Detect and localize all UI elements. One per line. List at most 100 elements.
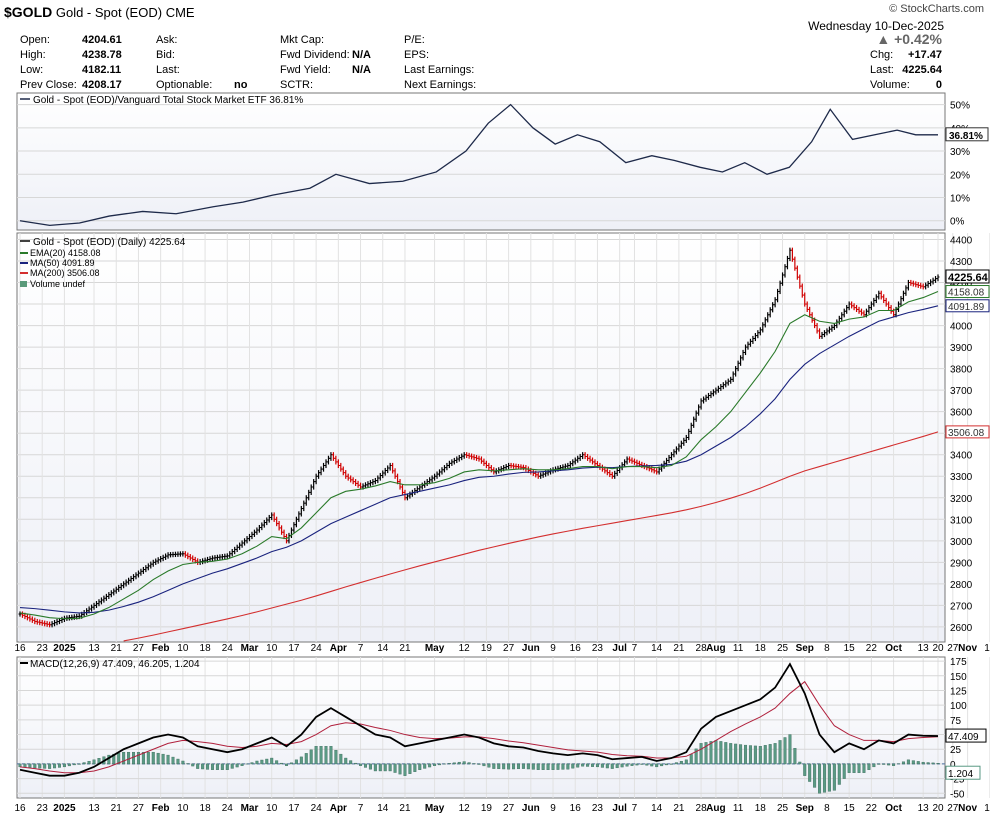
macd-histogram-bar [378, 763, 382, 772]
ratio-tick-label: 50% [950, 101, 970, 112]
close-label: Last: [870, 64, 894, 76]
macd-histogram-bar [892, 763, 896, 766]
macd-histogram-bar [689, 754, 693, 765]
price-tick-label: 2800 [950, 580, 973, 591]
open-label: Open: [20, 34, 50, 46]
macd-histogram-bar [758, 746, 762, 765]
date-tick-label: Feb [152, 643, 170, 654]
price-tick-label: 2900 [950, 558, 973, 569]
macd-histogram-bar [610, 763, 614, 769]
date-tick-label: 24 [222, 643, 234, 654]
date-tick-label: 12 [459, 643, 471, 654]
prev-close-value: 4208.17 [82, 79, 122, 91]
fwd-dividend-label: Fwd Dividend: [280, 49, 350, 61]
volume-legend: Volume undef [30, 279, 86, 289]
macd-histogram-bar [57, 763, 61, 768]
macd-histogram-bar [324, 746, 328, 765]
macd-histogram-bar [714, 740, 718, 765]
date-tick-label: 24 [311, 803, 323, 814]
macd-histogram-bar [373, 763, 377, 772]
high-value: 4238.78 [82, 49, 122, 61]
ma20-legend: EMA(20) 4158.08 [30, 248, 101, 258]
macd-histogram-bar [719, 741, 723, 765]
macd-histogram-bar [299, 756, 303, 765]
date-tick-label: 9 [550, 803, 556, 814]
date-tick-label: 25 [777, 803, 789, 814]
date-tick-label: 16 [570, 643, 582, 654]
stockcharts-logo[interactable]: © StockCharts.com [889, 3, 984, 15]
date-tick-label: 14 [651, 643, 663, 654]
ratio-last-label: 36.81% [949, 131, 983, 142]
macd-histogram-bar [146, 751, 150, 765]
ema20-line [19, 291, 939, 620]
macd-histogram-bar [882, 763, 886, 765]
date-tick-label: 27 [947, 643, 959, 654]
macd-histogram-bar [354, 762, 358, 765]
date-tick-label: 7 [358, 643, 364, 654]
date-tick-label: 18 [200, 643, 212, 654]
macd-histogram-bar [566, 763, 570, 770]
macd-histogram-bar [467, 762, 471, 765]
macd-histogram-bar [482, 763, 486, 767]
macd-histogram-bar [729, 743, 733, 765]
macd-histogram-bar [591, 763, 595, 767]
macd-histogram-bar [842, 763, 846, 779]
ema20-line-last-box [945, 285, 990, 299]
date-tick-label: 18 [755, 643, 767, 654]
macd-histogram-bar [734, 743, 738, 765]
macd-histogram-bar [82, 762, 86, 765]
macd-tick-label: 150 [950, 672, 967, 683]
fwd-yield-value: N/A [352, 64, 371, 76]
price-tick-label: 4200 [950, 279, 973, 290]
date-tick-label: 19 [481, 643, 493, 654]
macd-histogram-bar [655, 763, 659, 768]
macd-histogram-bar [240, 763, 244, 766]
date-tick-label: 25 [777, 643, 789, 654]
date-tick-label: 13 [918, 803, 930, 814]
date-tick-label: Mar [241, 803, 259, 814]
next-earnings-label: Next Earnings: [404, 79, 477, 91]
macd-histogram-bar [901, 761, 905, 765]
macd-histogram-bar [127, 751, 131, 765]
date-tick-label: 23 [592, 643, 604, 654]
macd-histogram-bar [921, 761, 925, 765]
date-tick-label: 9 [550, 643, 556, 654]
eps-label: EPS: [404, 49, 430, 61]
macd-histogram-bar [788, 734, 792, 765]
date-tick-label: 20 [932, 643, 944, 654]
macd-histogram-bar [753, 745, 757, 765]
ratio-line [19, 103, 938, 227]
macd-histogram-bar [803, 763, 807, 776]
macd-histogram-bar [67, 763, 71, 767]
price-tick-label: 2600 [950, 623, 973, 634]
date-tick-label: 19 [481, 803, 493, 814]
macd-histogram-bar [813, 763, 817, 788]
macd-histogram-bar [630, 763, 634, 766]
date-tick-label: Jun [522, 803, 540, 814]
date-tick-label: 21 [399, 803, 411, 814]
macd-histogram-bar [857, 763, 861, 773]
last-earnings-label: Last Earnings: [404, 64, 475, 76]
macd-histogram-bar [818, 763, 822, 794]
macd-histogram-bar [586, 763, 590, 767]
macd-histogram-bar [359, 763, 363, 766]
date-tick-label: Oct [885, 643, 902, 654]
chg-value: +17.47 [908, 49, 942, 61]
macd-histogram-bar [595, 763, 599, 768]
macd-histogram-bar [72, 763, 76, 766]
date-tick-label: 27 [503, 643, 515, 654]
date-tick-label: Jul [612, 643, 627, 654]
quote-column-2: Ask: Bid: Last: Optionable: no [156, 33, 266, 93]
open-value: 4204.61 [82, 34, 122, 46]
date-tick-label: 23 [37, 803, 49, 814]
macd-hist-last-box [945, 765, 981, 780]
date-tick-label: 10 [266, 803, 278, 814]
high-label: High: [20, 49, 46, 61]
macd-histogram-bar [141, 751, 145, 765]
macd-tick-label: 75 [950, 716, 962, 727]
macd-histogram-bar [635, 763, 639, 766]
date-tick-label: 21 [399, 643, 411, 654]
date-tick-label: 8 [824, 643, 830, 654]
date-tick-label: 21 [673, 643, 685, 654]
ma50-legend: MA(50) 4091.89 [30, 258, 95, 268]
